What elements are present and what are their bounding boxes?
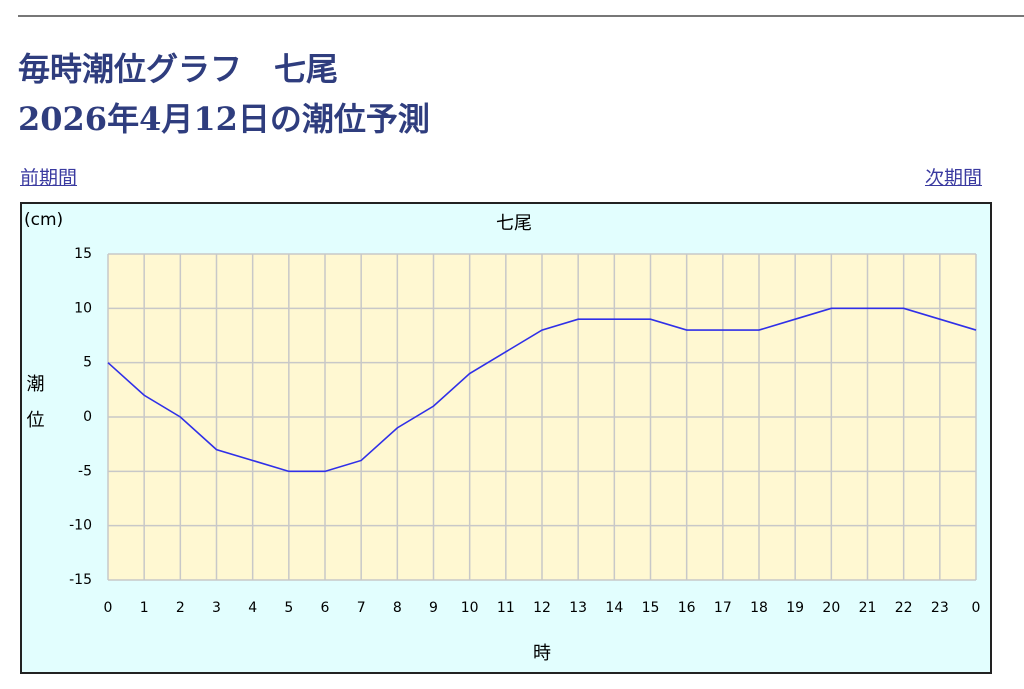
y-tick-label: -5 — [78, 463, 92, 479]
y-unit: (cm) — [24, 210, 63, 230]
x-tick-label: 23 — [931, 600, 949, 616]
x-tick-label: 17 — [714, 600, 732, 616]
x-tick-label: 21 — [859, 600, 877, 616]
y-tick-label: 0 — [83, 409, 92, 425]
x-tick-label: 14 — [605, 600, 623, 616]
x-tick-label: 16 — [678, 600, 696, 616]
y-tick-label: -15 — [69, 572, 92, 588]
next-link[interactable]: 次期間 — [924, 167, 982, 189]
x-tick-label: 7 — [357, 600, 366, 616]
x-tick-label: 8 — [393, 600, 402, 616]
x-tick-label: 10 — [461, 600, 479, 616]
heading-title: 毎時潮位グラフ 七尾 — [18, 50, 339, 88]
chart-title: 七尾 — [496, 213, 532, 234]
y-tick-label: -10 — [69, 518, 92, 534]
tide-line — [107, 307, 977, 473]
y-tick-label: 10 — [74, 300, 92, 316]
x-tick-label: 20 — [822, 600, 840, 616]
x-tick-label: 12 — [533, 600, 551, 616]
x-tick-label: 19 — [786, 600, 804, 616]
y-tick-label: 5 — [83, 355, 92, 371]
x-tick-label: 5 — [284, 600, 293, 616]
y-tick-label: 15 — [74, 246, 92, 262]
x-tick-label: 4 — [248, 600, 257, 616]
x-tick-label: 13 — [569, 600, 587, 616]
x-axis-label: 時 — [533, 643, 551, 664]
x-tick-label: 1 — [140, 600, 149, 616]
top-rule — [18, 15, 1024, 17]
page-heading: 毎時潮位グラフ 七尾 2026年4月12日の潮位予測 — [18, 44, 430, 144]
x-tick-label: 22 — [895, 600, 913, 616]
x-tick-label: 18 — [750, 600, 768, 616]
x-tick-label: 15 — [642, 600, 660, 616]
x-tick-label: 0 — [972, 600, 981, 616]
x-tick-label: 6 — [321, 600, 330, 616]
x-tick-label: 11 — [497, 600, 515, 616]
y-axis-label: 潮位 — [24, 374, 45, 446]
x-tick-label: 3 — [212, 600, 221, 616]
x-tick-label: 2 — [176, 600, 185, 616]
x-tick-label: 9 — [429, 600, 438, 616]
prev-link[interactable]: 前期間 — [20, 167, 78, 189]
heading-subtitle: 2026年4月12日の潮位予測 — [18, 100, 430, 138]
x-tick-label: 0 — [104, 600, 113, 616]
